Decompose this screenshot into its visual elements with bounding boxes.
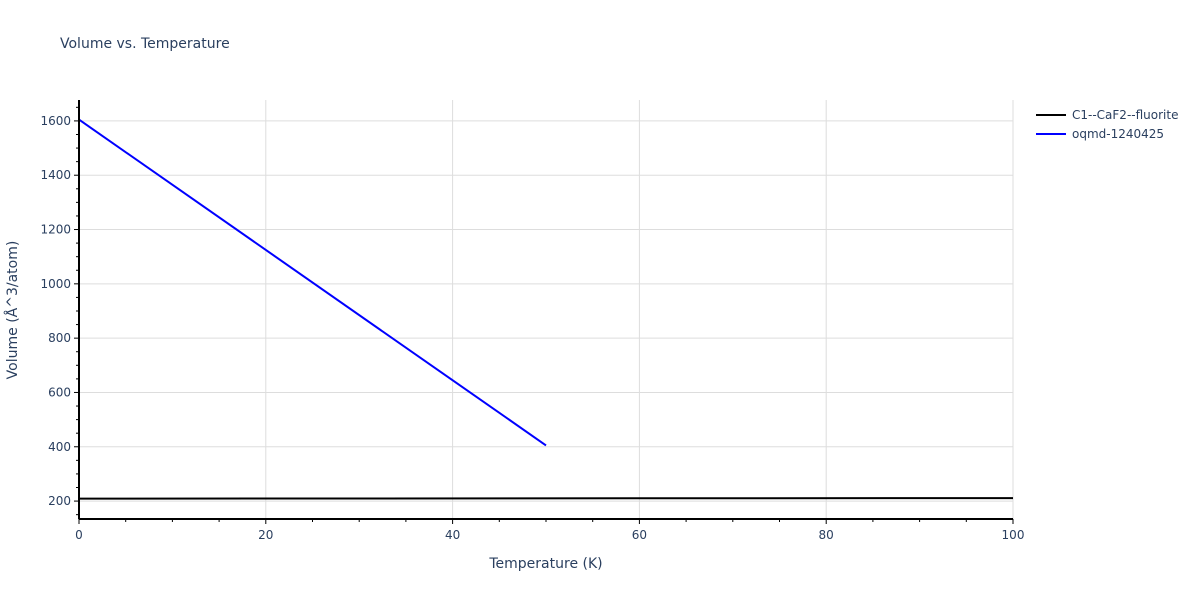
y-tick-label: 1600 [40, 114, 71, 128]
x-axis-title: Temperature (K) [488, 556, 602, 572]
x-tick-label: 20 [258, 528, 273, 542]
legend-line-icon [1036, 132, 1066, 135]
x-tick-label: 100 [1002, 528, 1025, 542]
y-tick-label: 1000 [40, 277, 71, 291]
data-series [78, 118, 1014, 500]
legend-item-c1-caf2-fluorite[interactable]: C1--CaF2--fluorite [1036, 105, 1178, 124]
legend-label: oqmd-1240425 [1072, 126, 1165, 141]
legend-item-oqmd-1240425[interactable]: oqmd-1240425 [1036, 124, 1178, 143]
gridlines [79, 100, 1014, 519]
y-tick-label: 1200 [40, 223, 71, 237]
series-line [78, 497, 1014, 500]
y-axis-title: Volume (Å^3/atom) [4, 241, 21, 380]
x-tick-label: 60 [632, 528, 647, 542]
y-tick-label: 200 [48, 494, 71, 508]
y-tick-label: 600 [48, 385, 71, 399]
y-tick-label: 800 [48, 331, 71, 345]
x-tick-label: 40 [445, 528, 460, 542]
y-tick-label: 400 [48, 440, 71, 454]
chart-title: Volume vs. Temperature [60, 36, 230, 52]
legend-label: C1--CaF2--fluorite [1072, 107, 1179, 122]
series-line [78, 118, 547, 447]
y-tick-label: 1400 [40, 168, 71, 182]
x-tick-label: 80 [819, 528, 834, 542]
axes: 0 20 40 60 80 100 200 400 600 800 1000 1200 1400 1600 [40, 100, 1024, 542]
x-tick-label: 0 [75, 528, 83, 542]
legend-line-icon [1036, 113, 1066, 116]
legend: C1--CaF2--fluorite oqmd-1240425 [1036, 105, 1178, 143]
